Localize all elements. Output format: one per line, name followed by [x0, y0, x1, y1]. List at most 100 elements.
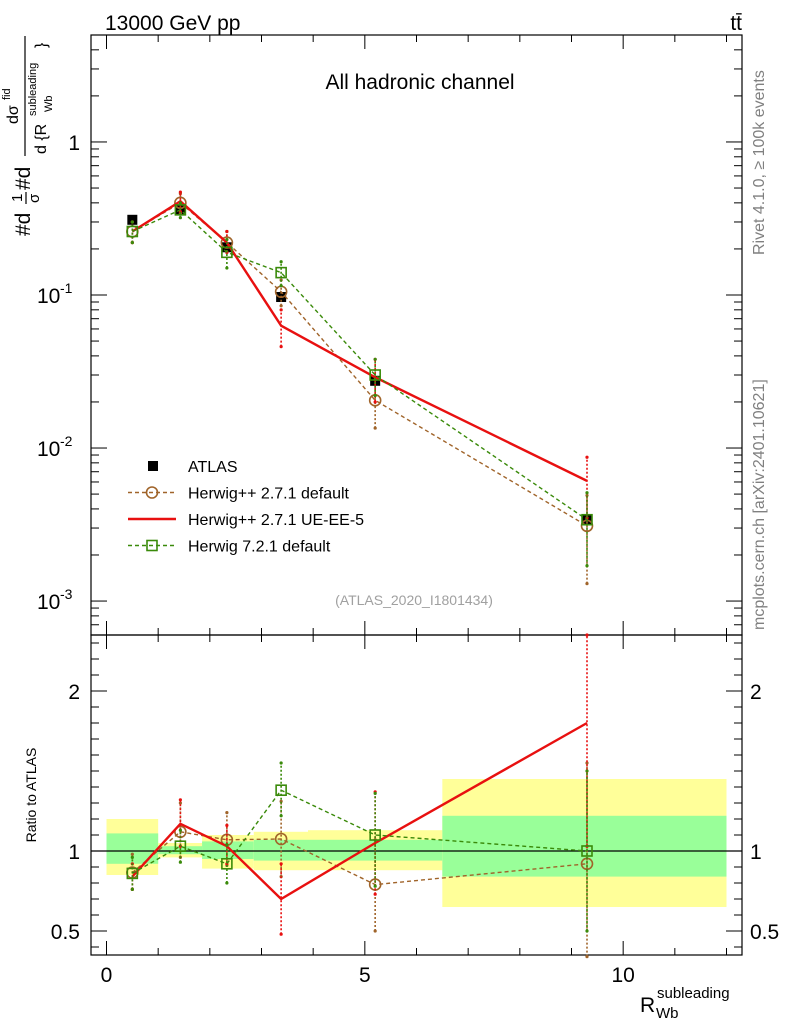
y-tick-label: 10 — [37, 438, 60, 461]
y-label-frac1-den: σ — [26, 193, 43, 203]
x-label-sub: Wb — [656, 1005, 679, 1022]
ratio-tick-label: 1 — [68, 841, 80, 864]
side-label-bottom: mcplots.cern.ch [arXiv:2401.10621] — [751, 379, 768, 630]
error-cap — [279, 345, 283, 349]
y-label-part-b: #d — [12, 167, 35, 190]
error-cap — [373, 892, 377, 896]
x-tick-label: 10 — [611, 964, 634, 987]
error-cap — [279, 814, 283, 818]
ratio-tick-label: 0.5 — [51, 921, 80, 944]
x-label-sup: subleading — [657, 985, 730, 1002]
error-cap — [130, 220, 134, 224]
error-cap — [373, 929, 377, 933]
ratio-band-stat — [106, 833, 159, 864]
ratio-point-3 — [275, 784, 287, 797]
error-cap — [279, 862, 283, 866]
ratio-tick-label-right: 2 — [750, 681, 762, 704]
error-cap — [130, 852, 134, 856]
y-label-num: dσ — [5, 105, 22, 124]
analysis-label: (ATLAS_2020_I1801434) — [335, 592, 493, 608]
error-cap — [373, 394, 377, 398]
x-tick-label: 5 — [359, 964, 371, 987]
error-cap — [178, 860, 182, 864]
error-cap — [373, 426, 377, 430]
series-line-2 — [131, 199, 588, 482]
ratio-tick-label-right: 1 — [750, 841, 762, 864]
error-cap — [373, 884, 377, 888]
y-tick-exponent: -1 — [60, 280, 73, 296]
error-cap — [585, 955, 589, 959]
error-cap — [279, 799, 283, 804]
ratio-line-3 — [131, 789, 588, 875]
ratio-tick-label: 2 — [68, 681, 80, 704]
header-left: 13000 GeV pp — [105, 12, 240, 35]
error-cap — [585, 455, 589, 459]
series-point-3 — [174, 204, 187, 216]
ratio-band-stat — [253, 839, 308, 861]
ratio-point-3 — [581, 845, 593, 857]
y-label-den-sub: Wb — [43, 96, 55, 113]
error-cap — [225, 811, 229, 815]
series-point-3 — [275, 266, 287, 279]
legend-marker — [148, 461, 158, 471]
ratio-line-2 — [131, 721, 588, 901]
x-tick-label: 0 — [101, 964, 113, 987]
ratio-point-3 — [221, 857, 233, 870]
y-tick-label: 10 — [37, 591, 60, 614]
x-label-main: R — [640, 994, 655, 1017]
ratio-frame — [90, 634, 743, 956]
ratio-point-3 — [174, 840, 187, 853]
error-cap — [585, 564, 589, 568]
error-cap — [279, 284, 283, 288]
error-cap — [373, 400, 377, 404]
legend-marker — [145, 486, 159, 499]
error-cap — [373, 357, 377, 361]
error-cap — [178, 798, 182, 802]
error-cap — [585, 582, 589, 586]
y-tick-label: 1 — [68, 132, 80, 155]
error-cap — [225, 266, 229, 270]
series-line-1 — [131, 202, 588, 527]
header-right: tt̄ — [730, 12, 742, 35]
error-cap — [130, 240, 134, 245]
y-label-frac1-num: 1 — [9, 194, 26, 202]
side-label-top: Rivet 4.1.0, ≥ 100k events — [751, 70, 768, 255]
error-cap — [178, 828, 182, 832]
error-cap — [585, 929, 589, 933]
ratio-tick-label-right: 0.5 — [750, 921, 779, 944]
main-panel: 110-110-210-3 — [37, 34, 743, 955]
y-label-den-end: } — [33, 42, 50, 48]
y-label-den: d {R — [33, 124, 50, 154]
error-cap — [279, 304, 283, 308]
y-label-part-a: #d — [12, 213, 35, 236]
y-tick-exponent: -3 — [60, 586, 73, 602]
series-point-3 — [221, 246, 233, 259]
ratio-point-3 — [369, 829, 381, 841]
error-cap — [373, 791, 377, 796]
chart-title: All hadronic channel — [325, 71, 514, 94]
series-line-3 — [132, 209, 588, 521]
data-point — [127, 214, 138, 225]
error-cap — [585, 633, 589, 637]
error-cap — [225, 881, 229, 885]
ratio-y-label: Ratio to ATLAS — [23, 748, 39, 843]
ratio-point-1 — [274, 832, 288, 846]
ratio-point-3 — [126, 867, 139, 880]
legend: ATLAS Herwig++ 2.7.1 default Herwig++ 2.7.… — [128, 459, 364, 556]
error-cap — [279, 932, 283, 936]
series-point-3 — [369, 369, 381, 381]
series-point-3 — [126, 225, 139, 238]
ratio-line-1 — [131, 831, 588, 886]
error-cap — [279, 260, 283, 264]
error-cap — [225, 229, 229, 234]
y-label-num-sup: fid — [1, 88, 13, 100]
error-cap — [225, 238, 229, 242]
error-cap — [585, 491, 589, 495]
error-cap — [178, 201, 182, 205]
error-cap — [178, 190, 182, 194]
legend-label: Herwig++ 2.7.1 UE-EE-5 — [188, 512, 364, 529]
legend-marker — [146, 539, 158, 552]
y-tick-label: 10 — [37, 285, 60, 308]
error-cap — [178, 216, 182, 220]
